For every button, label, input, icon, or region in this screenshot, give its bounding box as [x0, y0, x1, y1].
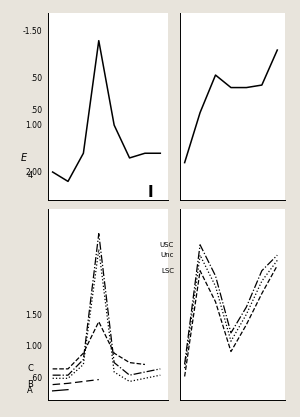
Text: 1.00: 1.00	[25, 121, 42, 130]
Text: 2.00: 2.00	[25, 168, 42, 176]
Text: 4: 4	[27, 171, 33, 180]
Text: C: C	[27, 364, 33, 373]
Text: .50: .50	[30, 74, 42, 83]
Text: 1.00: 1.00	[25, 342, 42, 352]
Text: A: A	[27, 387, 33, 395]
Text: I: I	[147, 185, 153, 200]
Text: E: E	[21, 153, 27, 163]
Text: -1.50: -1.50	[22, 27, 42, 36]
Text: LSC: LSC	[161, 268, 174, 274]
Text: Unc: Unc	[160, 252, 174, 258]
Text: .60: .60	[30, 374, 42, 383]
Text: USC: USC	[160, 242, 174, 248]
Text: .50: .50	[30, 106, 42, 115]
Text: B: B	[27, 380, 33, 389]
Text: 1.50: 1.50	[25, 311, 42, 320]
